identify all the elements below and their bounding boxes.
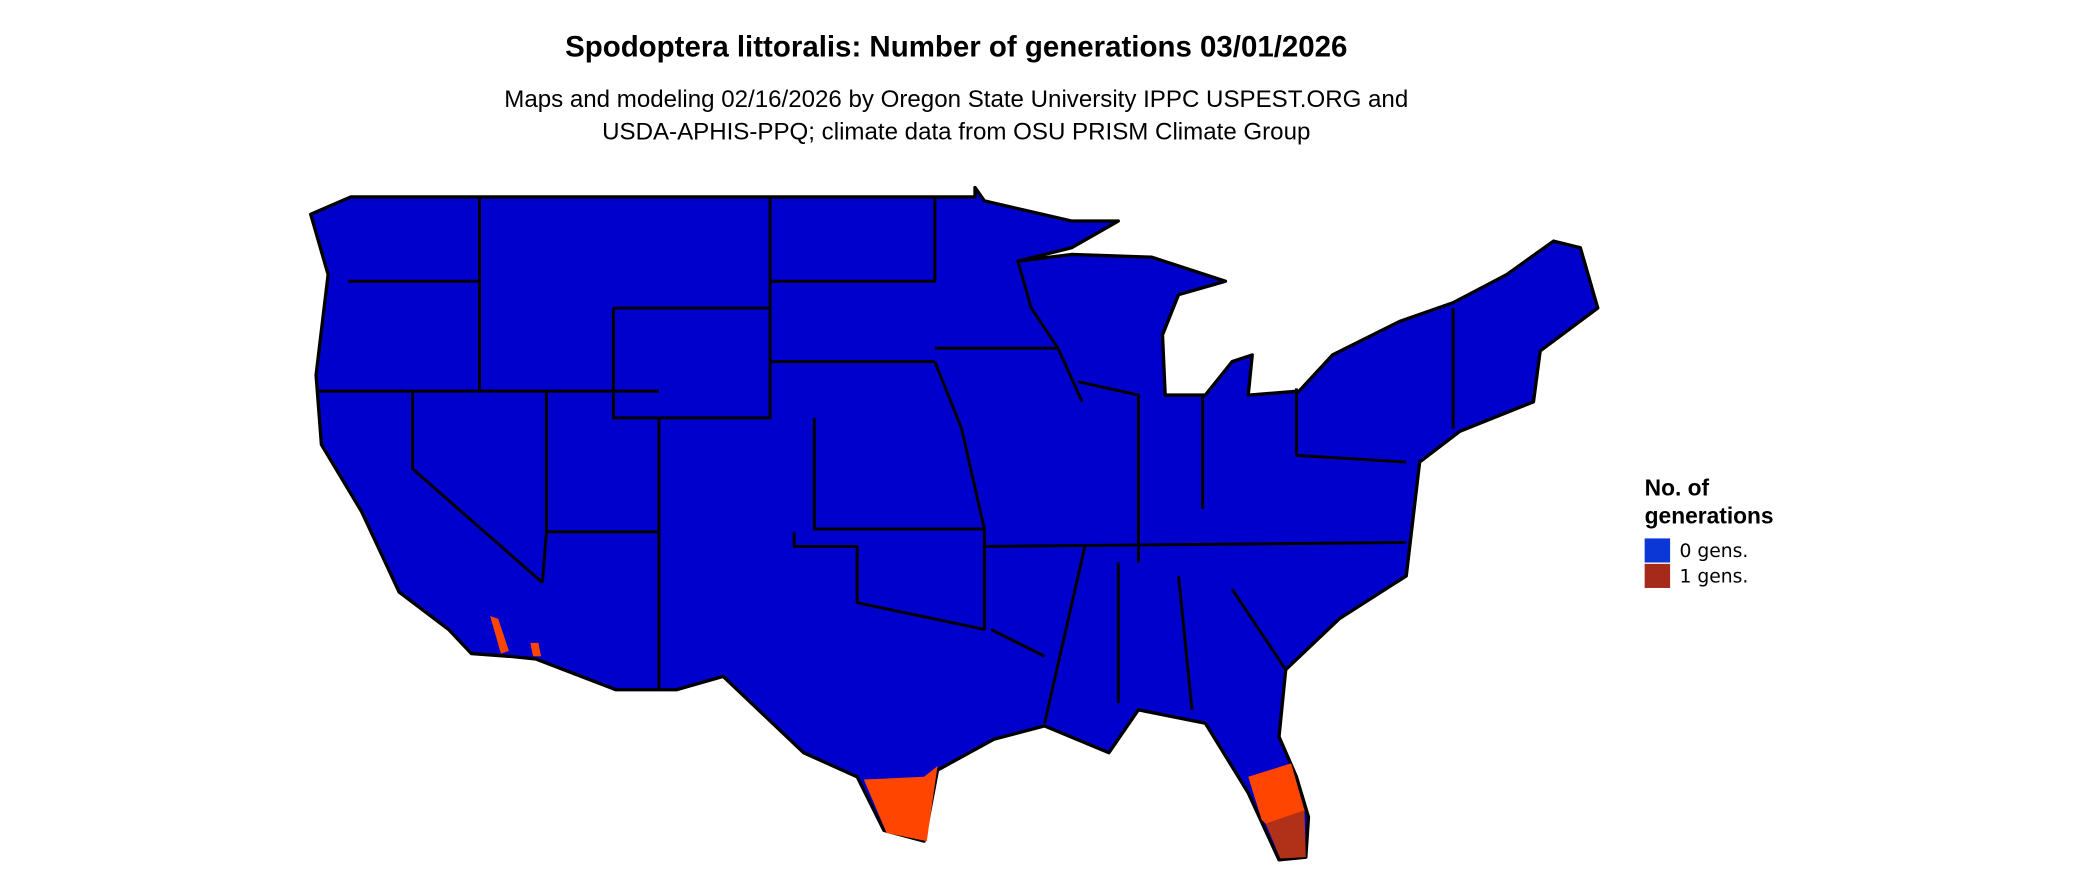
subtitle-line: USDA-APHIS-PPQ; climate data from OSU PR… (602, 118, 1310, 145)
us-landmass (309, 185, 1600, 862)
subtitle-line: Maps and modeling 02/16/2026 by Oregon S… (504, 86, 1408, 113)
legend-swatch (1644, 563, 1671, 588)
legend-label: 0 gens. (1679, 541, 1748, 562)
map-title: Spodoptera littoralis: Number of generat… (565, 30, 1347, 63)
activity-texas (863, 766, 938, 842)
us-map (309, 185, 1600, 862)
state-border (611, 196, 985, 531)
state-borders (316, 196, 1455, 724)
state-border (316, 196, 659, 584)
activity-california (530, 642, 542, 657)
state-border (933, 308, 1455, 563)
legend: No. of generations 0 gens. 1 gens. (1644, 475, 1774, 588)
activity-florida-south (1265, 810, 1306, 859)
legend-swatch (1644, 538, 1671, 563)
legend-title: No. of (1645, 475, 1710, 501)
legend-label: 1 gens. (1679, 567, 1748, 588)
state-border (990, 260, 1407, 724)
legend-title: generations (1645, 503, 1774, 529)
state-border (540, 391, 986, 690)
activity-california (490, 616, 509, 654)
